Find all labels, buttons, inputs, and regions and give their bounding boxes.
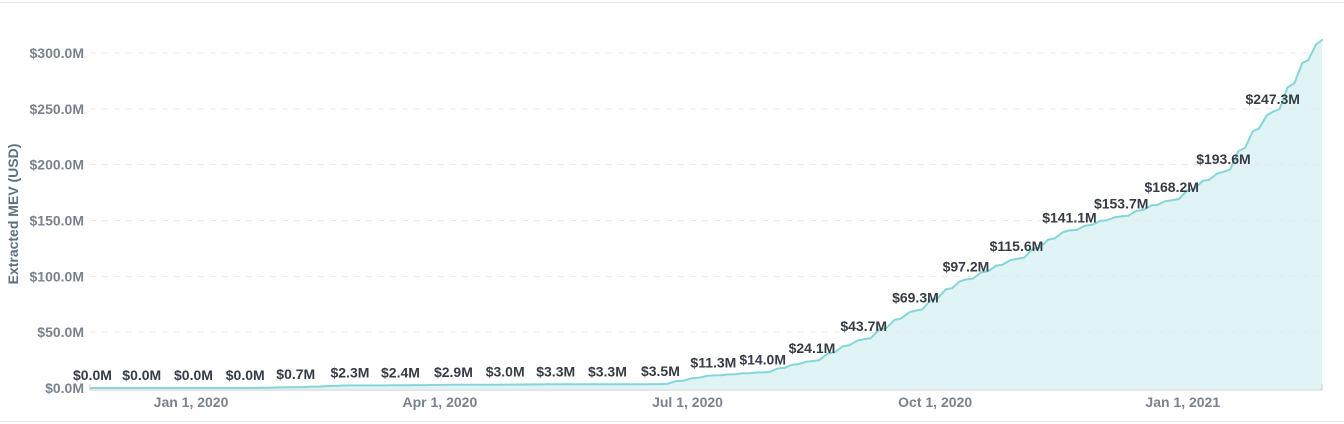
y-tick-label: $150.0M — [30, 213, 84, 229]
data-point-label: $3.0M — [486, 364, 525, 380]
tick-labels-layer: $0.0M $50.0M $100.0M $150.0M $200.0M $250.0M $… — [30, 45, 1221, 410]
data-point-label: $247.3M — [1245, 91, 1299, 107]
panel-bottom-border — [0, 421, 1344, 422]
x-axis-line — [89, 384, 1323, 391]
data-point-label: $0.0M — [226, 367, 265, 383]
y-axis-title: Extracted MEV (USD) — [5, 144, 21, 285]
data-point-label: $11.3M — [690, 354, 736, 370]
y-tick-label: $0.0M — [45, 380, 84, 396]
data-point-label: $3.5M — [641, 363, 680, 379]
y-tick-label: $200.0M — [30, 157, 84, 173]
x-tick-label: Jan 1, 2021 — [1145, 394, 1220, 410]
data-point-label: $3.3M — [588, 363, 627, 379]
data-labels-layer: $0.0M $0.0M $0.0M $0.0M $0.7M $2.3M $2.4M $2.9M… — [73, 91, 1300, 383]
y-tick-label: $250.0M — [30, 101, 84, 117]
line-layer — [89, 39, 1323, 389]
data-point-label: $97.2M — [943, 258, 990, 274]
x-tick-label: Jul 1, 2020 — [652, 394, 723, 410]
data-point-label: $141.1M — [1042, 209, 1096, 225]
data-point-label: $168.2M — [1144, 179, 1198, 195]
data-point-label: $43.7M — [840, 318, 887, 334]
x-tick-label: Jan 1, 2020 — [154, 394, 229, 410]
y-tick-label: $100.0M — [30, 268, 84, 284]
data-point-label: $115.6M — [990, 238, 1044, 254]
data-point-label: $69.3M — [892, 290, 939, 306]
series-line — [89, 39, 1323, 389]
data-point-label: $0.7M — [276, 366, 315, 382]
data-point-label: $193.6M — [1196, 151, 1250, 167]
data-point-label: $2.4M — [381, 364, 420, 380]
data-point-label: $0.0M — [122, 367, 161, 383]
x-tick-label: Apr 1, 2020 — [403, 394, 478, 410]
data-point-label: $14.0M — [739, 351, 786, 367]
panel-top-border — [0, 2, 1344, 3]
data-point-label: $2.3M — [330, 364, 369, 380]
area-layer — [90, 40, 1322, 389]
data-point-label: $3.3M — [536, 363, 575, 379]
area-fill — [90, 40, 1322, 389]
data-point-label: $0.0M — [73, 367, 112, 383]
data-point-label: $0.0M — [174, 367, 213, 383]
axis-layer — [89, 384, 1323, 391]
data-point-label: $24.1M — [789, 340, 836, 356]
y-tick-label: $50.0M — [37, 324, 84, 340]
data-point-label: $2.9M — [434, 364, 473, 380]
data-point-label: $153.7M — [1094, 195, 1148, 211]
x-tick-label: Oct 1, 2020 — [898, 394, 972, 410]
gridlines-overlay-layer — [90, 52, 1322, 333]
y-tick-label: $300.0M — [30, 45, 84, 61]
